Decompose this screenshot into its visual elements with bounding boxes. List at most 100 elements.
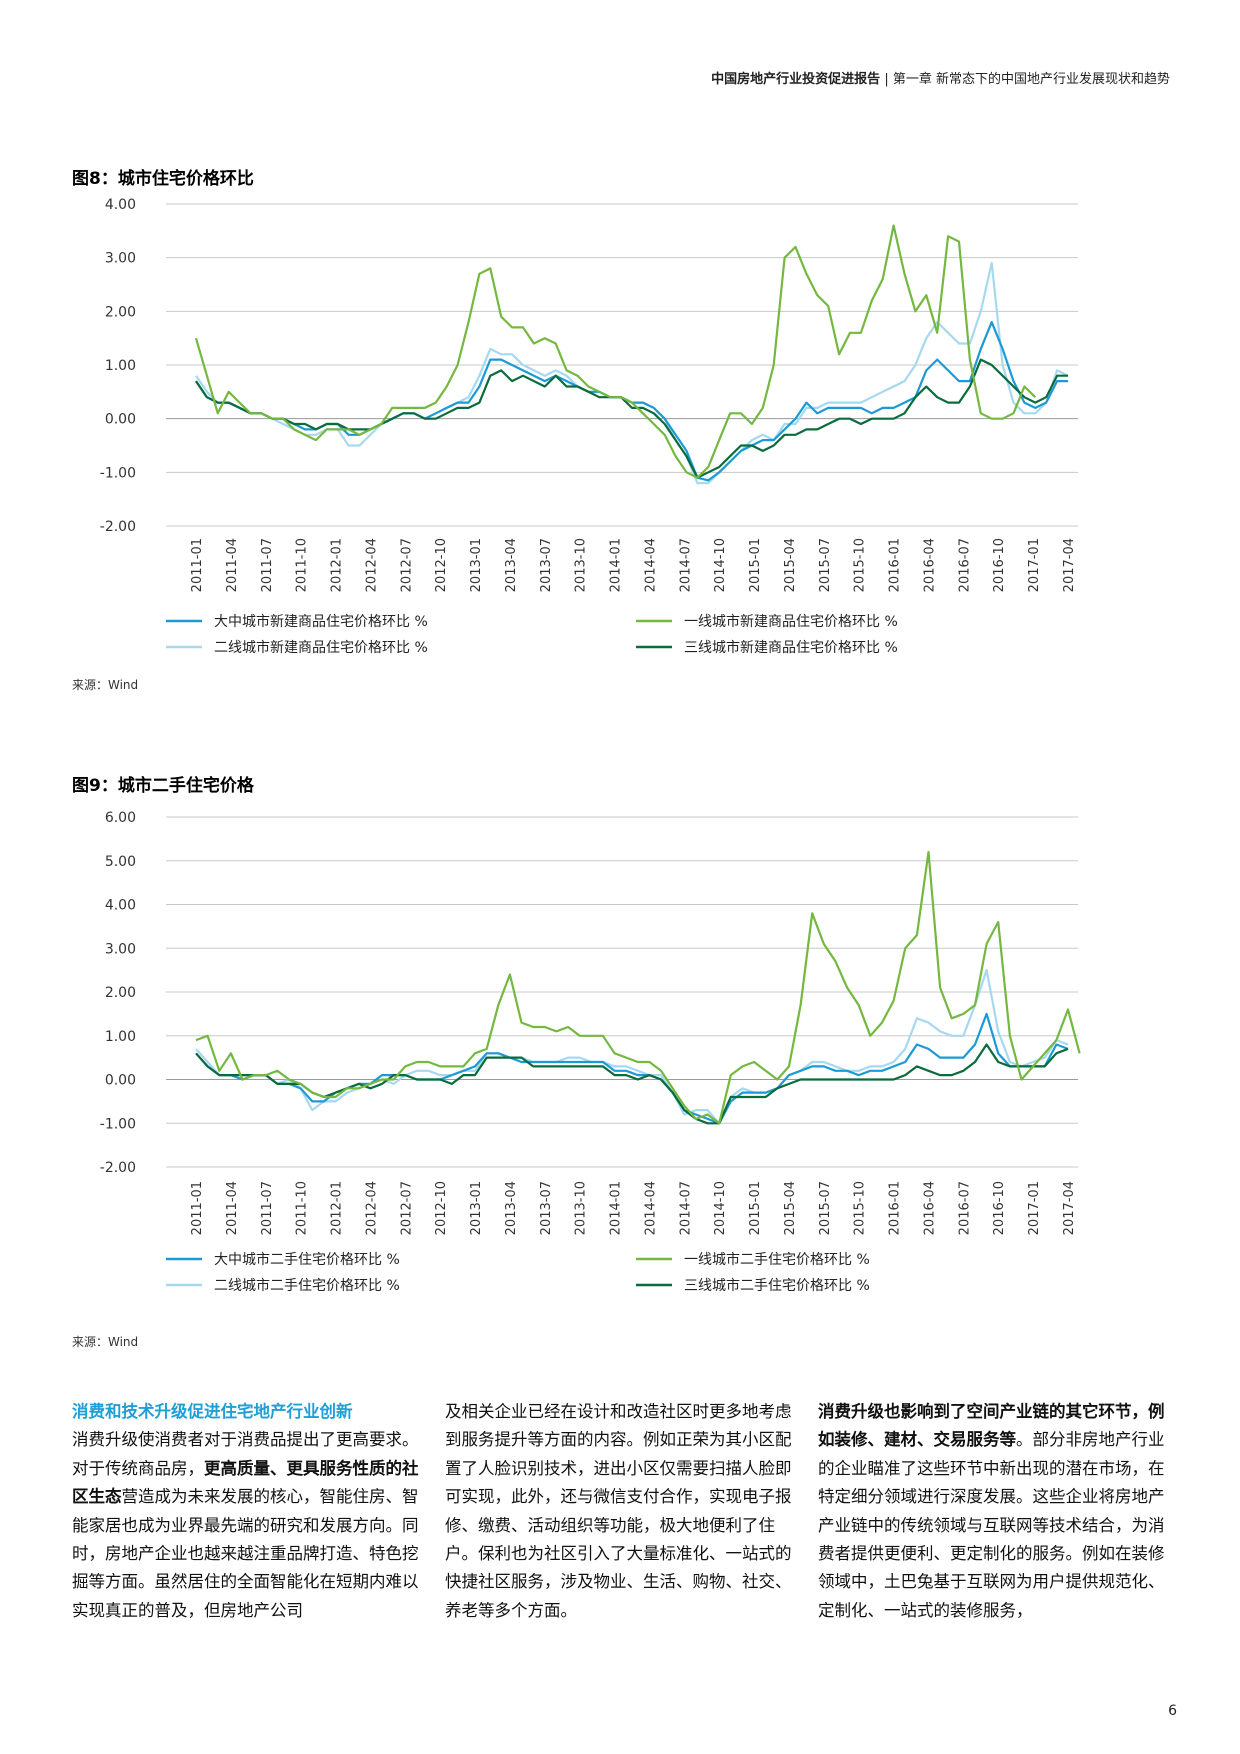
x-tick-label: 2013-10 xyxy=(574,1181,589,1235)
figure-8-chart: 4.00 3.00 2.00 1.00 0.00 -1.00 -2.00 2011-01 201… xyxy=(100,197,1078,656)
x-tick-label: 2014-10 xyxy=(713,538,728,592)
y-tick-label: 4.00 xyxy=(105,197,136,213)
page-number: 6 xyxy=(1168,1703,1177,1719)
x-tick-label: 2012-07 xyxy=(399,1181,414,1235)
x-tick-label: 2013-07 xyxy=(539,1181,554,1235)
figure-9-source: 来源：Wind xyxy=(72,1335,139,1349)
x-tick-label: 2012-07 xyxy=(399,538,414,592)
y-tick-label: -1.00 xyxy=(100,465,136,481)
x-tick-label: 2015-07 xyxy=(818,1181,833,1235)
figure-9-title: 图9：城市二手住宅价格 xyxy=(72,776,254,796)
series-line xyxy=(195,1043,1069,1125)
body-column-3: 消费升级也影响到了空间产业链的其它环节，例如装修、建材、交易服务等。部分非房地产… xyxy=(818,1398,1180,1625)
x-tick-label: 2015-07 xyxy=(818,538,833,592)
x-tick-label: 2016-04 xyxy=(922,538,937,592)
x-tick-label: 2015-10 xyxy=(853,1181,868,1235)
y-tick-label: 3.00 xyxy=(105,251,136,267)
x-tick-label: 2011-01 xyxy=(190,1181,205,1235)
series-line xyxy=(195,850,1081,1125)
x-tick-label: 2013-07 xyxy=(539,538,554,592)
x-tick-label: 2013-01 xyxy=(469,538,484,592)
x-tick-label: 2011-10 xyxy=(295,1181,310,1235)
x-tick-label: 2013-04 xyxy=(504,538,519,592)
x-tick-label: 2014-01 xyxy=(609,1181,624,1235)
legend-label: 三线城市新建商品住宅价格环比 % xyxy=(684,639,898,656)
y-tick-label: 5.00 xyxy=(105,854,136,870)
x-tick-label: 2015-10 xyxy=(853,538,868,592)
col2-text: 及相关企业已经在设计和改造社区时更多地考虑到服务提升等方面的内容。例如正荣为其小… xyxy=(445,1402,792,1620)
y-tick-label: 2.00 xyxy=(105,985,136,1001)
x-tick-label: 2016-10 xyxy=(992,1181,1007,1235)
x-tick-label: 2011-01 xyxy=(190,538,205,592)
x-tick-label: 2013-01 xyxy=(469,1181,484,1235)
x-tick-label: 2013-10 xyxy=(574,538,589,592)
legend-label: 大中城市新建商品住宅价格环比 % xyxy=(214,613,428,630)
y-tick-label: 0.00 xyxy=(105,1073,136,1089)
series-line xyxy=(195,358,1068,479)
col3-bold-text: 消费升级也影响到了空间产业链的其它环节，例如装修、建材、交易服务等 xyxy=(818,1402,1165,1450)
x-tick-label: 2011-07 xyxy=(260,538,275,592)
legend-label: 大中城市二手住宅价格环比 % xyxy=(214,1251,400,1268)
chapter-title: 第一章 新常态下的中国地产行业发展现状和趋势 xyxy=(892,72,1170,87)
x-tick-label: 2017-01 xyxy=(1027,538,1042,592)
legend-label: 三线城市二手住宅价格环比 % xyxy=(684,1277,870,1294)
y-tick-label: 3.00 xyxy=(105,941,136,957)
legend-label: 二线城市新建商品住宅价格环比 % xyxy=(214,639,428,656)
x-tick-label: 2014-10 xyxy=(713,1181,728,1235)
series-line xyxy=(195,321,1068,482)
figure-8-source: 来源：Wind xyxy=(72,678,139,692)
x-tick-label: 2012-04 xyxy=(364,1181,379,1235)
x-tick-label: 2016-10 xyxy=(992,538,1007,592)
col1-text-a: 消费升级使消费者对于消费品提出了更高要求。对于传统商品房， xyxy=(72,1430,419,1478)
x-tick-label: 2017-04 xyxy=(1062,538,1077,592)
x-tick-label: 2012-10 xyxy=(434,538,449,592)
figure-8-title: 图8：城市住宅价格环比 xyxy=(72,169,254,189)
x-tick-label: 2014-04 xyxy=(643,538,658,592)
series-line xyxy=(195,261,1069,485)
x-tick-label: 2014-04 xyxy=(643,1181,658,1235)
x-tick-label: 2015-04 xyxy=(783,1181,798,1235)
x-tick-label: 2016-07 xyxy=(957,1181,972,1235)
col3-text: 。部分非房地产行业的企业瞄准了这些环节中新出现的潜在市场，在特定细分领域进行深度… xyxy=(818,1430,1165,1620)
y-tick-label: 2.00 xyxy=(105,304,136,320)
y-tick-label: 1.00 xyxy=(105,358,136,374)
x-tick-label: 2011-07 xyxy=(260,1181,275,1235)
series-line xyxy=(194,224,1037,479)
x-tick-label: 2015-01 xyxy=(748,1181,763,1235)
report-title: 中国房地产行业投资促进报告 xyxy=(711,72,881,87)
header-separator: | xyxy=(884,72,889,87)
y-tick-label: -2.00 xyxy=(100,1160,136,1176)
x-tick-label: 2015-04 xyxy=(783,538,798,592)
x-tick-label: 2011-04 xyxy=(225,538,240,592)
y-tick-label: 0.00 xyxy=(105,412,136,428)
col1-text-b: 营造成为未来发展的核心，智能住房、智能家居也成为业界最先端的研究和发展方向。同时… xyxy=(72,1487,419,1620)
y-tick-label: 4.00 xyxy=(105,898,136,914)
x-tick-label: 2012-10 xyxy=(434,1181,449,1235)
section-heading: 消费和技术升级促进住宅地产行业创新 xyxy=(72,1402,353,1421)
x-tick-label: 2011-04 xyxy=(225,1181,240,1235)
y-tick-label: 1.00 xyxy=(105,1029,136,1045)
body-column-2: 及相关企业已经在设计和改造社区时更多地考虑到服务提升等方面的内容。例如正荣为其小… xyxy=(445,1398,807,1625)
y-tick-label: 6.00 xyxy=(105,810,136,826)
x-tick-label: 2012-01 xyxy=(330,538,345,592)
running-header: 中国房地产行业投资促进报告 | 第一章 新常态下的中国地产行业发展现状和趋势 xyxy=(711,68,1170,87)
legend-label: 一线城市新建商品住宅价格环比 % xyxy=(684,613,898,630)
body-column-1: 消费和技术升级促进住宅地产行业创新 消费升级使消费者对于消费品提出了更高要求。对… xyxy=(72,1398,434,1625)
figure-9-chart: 6.00 5.00 4.00 3.00 2.00 1.00 0.00 -1.00 -2.00 20… xyxy=(100,810,1081,1294)
x-tick-label: 2012-04 xyxy=(364,538,379,592)
x-tick-label: 2013-04 xyxy=(504,1181,519,1235)
series-line xyxy=(195,969,1069,1125)
y-tick-label: -2.00 xyxy=(100,519,136,535)
col1-bold-text: 更高质量、更具服务性质的社区生态 xyxy=(72,1458,419,1507)
x-tick-label: 2014-07 xyxy=(678,538,693,592)
x-tick-label: 2016-01 xyxy=(888,538,903,592)
y-tick-label: -1.00 xyxy=(100,1116,136,1132)
x-tick-label: 2017-01 xyxy=(1027,1181,1042,1235)
x-tick-label: 2016-04 xyxy=(922,1181,937,1235)
x-tick-label: 2011-10 xyxy=(295,538,310,592)
x-tick-label: 2016-01 xyxy=(888,1181,903,1235)
legend-label: 二线城市二手住宅价格环比 % xyxy=(214,1277,400,1294)
x-tick-label: 2014-01 xyxy=(609,538,624,592)
x-tick-label: 2015-01 xyxy=(748,538,763,592)
x-tick-label: 2016-07 xyxy=(957,538,972,592)
